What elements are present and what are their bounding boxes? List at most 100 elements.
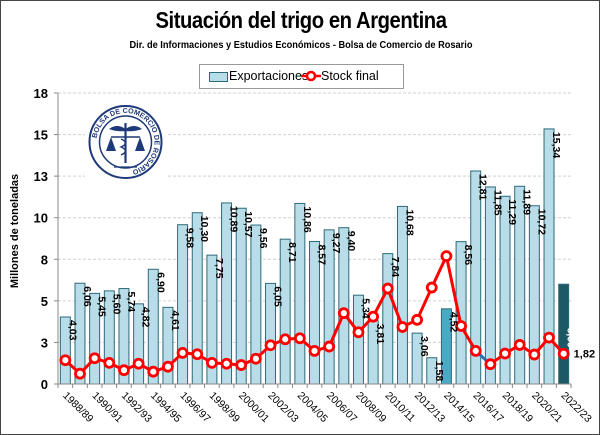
bar-data-label: 8,57 [316,244,328,265]
stock-point [264,339,277,352]
y-tick-label: 13 [34,169,48,184]
stock-point [469,345,482,357]
stock-point [205,356,218,369]
x-tick-label: 2020/21 [529,390,564,425]
stock-line-segment [327,312,346,348]
stock-end-label: 1,82 [574,349,595,361]
line-series-stock-final [59,250,570,380]
bar-data-label: 15,34 [550,132,562,158]
x-tick-label: 2004/05 [295,390,330,425]
chart-title: Situación del trigo en Argentina [155,7,447,33]
bar-data-label: 8,71 [286,242,298,263]
bar-data-label: 10,30 [198,216,210,242]
bar-data-label: 4,82 [140,307,152,328]
bar-data-label: 4,61 [169,310,181,331]
stock-point [235,359,248,371]
stock-point [147,365,160,378]
legend-swatch-exportaciones [209,72,228,82]
legend-label-exportaciones: Exportaciones [229,69,309,83]
stock-point [440,250,453,263]
stock-point [513,339,526,351]
x-tick-label: 2012/13 [412,390,447,425]
stock-point [88,352,101,365]
stock-point [74,367,86,380]
y-tick-label: 8 [41,252,48,267]
bar-data-label: 4,52 [447,312,459,333]
bar-data-label: 6,90 [154,272,166,293]
data-labels: 4,03 6,06 5,45 5,60 5,744,82 6,90 4,61 9,58 10,3… [66,132,595,381]
bar-data-label: 6,05 [272,286,284,307]
bar-data-label: 9,40 [345,231,357,252]
stock-point [425,281,438,294]
chart-subtitle: Dir. de Informaciones y Estudios Económi… [129,39,473,51]
y-tick-label: 18 [34,86,48,101]
stock-point [308,345,321,357]
stock-point [367,310,380,323]
x-tick-label: 1992/93 [119,390,154,425]
stock-point [499,347,511,360]
y-tick-label: 0 [41,377,48,392]
x-tick-label: 1996/97 [177,390,212,425]
bar-data-label: 12,81 [477,174,489,200]
legend-label-stock-final: Stock final [321,69,379,83]
bar-data-label: 9,27 [330,233,342,254]
stock-point [484,358,497,371]
stock-point [528,348,541,361]
stock-point [411,313,424,326]
stock-line-segment [386,288,404,328]
stock-point [381,282,394,295]
stock-line-segment [415,286,434,321]
x-tick-label: 1994/95 [148,390,183,425]
bar-series-exportaciones [59,128,570,385]
y-tick-label: 3 [41,335,48,350]
bar-data-label: 10,86 [301,206,313,232]
bolsa-logo: BOLSA DE COMERCIO DE ROSARIO [85,104,166,181]
y-tick-label: 5 [41,294,48,309]
bar-data-label: 5,34 [359,298,371,319]
bar-data-label: 6,00 [565,327,577,348]
legend: Exportaciones Stock final [199,64,404,89]
x-tick-label: 1998/99 [207,390,242,425]
bar-data-label: 11,29 [506,199,518,225]
stock-point [220,357,233,370]
bar-data-label: 9,56 [257,228,269,249]
stock-point [396,321,409,333]
stock-point [162,360,174,373]
bar-data-label: 3,06 [418,336,430,357]
bar-data-label: 11,85 [491,190,503,216]
bar-data-label: 10,89 [228,206,240,232]
bar-exportaciones [177,224,189,385]
x-tick-label: 2008/09 [353,390,388,425]
x-tick-label: 2000/01 [236,390,271,425]
x-tick-label: 2022/23 [559,390,594,425]
stock-point [103,356,116,369]
stock-point [59,354,72,367]
bar-data-label: 10,68 [403,209,415,235]
bar-data-label: 5,74 [125,292,137,313]
stock-point [543,331,555,344]
bar-data-label: 11,89 [521,189,533,215]
legend-swatch-stock-final [301,70,321,82]
bar-data-label: 5,60 [110,294,122,315]
x-tick-label: 1988/89 [60,390,95,425]
bar-data-label: 7,84 [389,257,401,278]
bar-data-label: 8,56 [462,245,474,266]
bar-data-label: 4,03 [66,320,78,341]
stock-point [191,348,204,361]
stock-point [249,352,262,365]
x-tick-label: 1990/91 [90,390,125,425]
stock-point [557,347,570,360]
bar-data-label: 3,81 [374,324,386,345]
stock-point [132,357,145,370]
bar-data-label: 10,72 [535,209,547,235]
bar-data-label: 7,75 [213,258,225,279]
stock-point [455,320,467,332]
bar-data-label: 6,06 [81,286,93,307]
bar-data-label: 9,58 [184,228,196,249]
stock-point [352,326,365,339]
x-tick-label: 2002/03 [265,390,300,425]
bar-exportaciones [543,128,555,385]
x-tick-label: 2014/15 [441,390,476,425]
